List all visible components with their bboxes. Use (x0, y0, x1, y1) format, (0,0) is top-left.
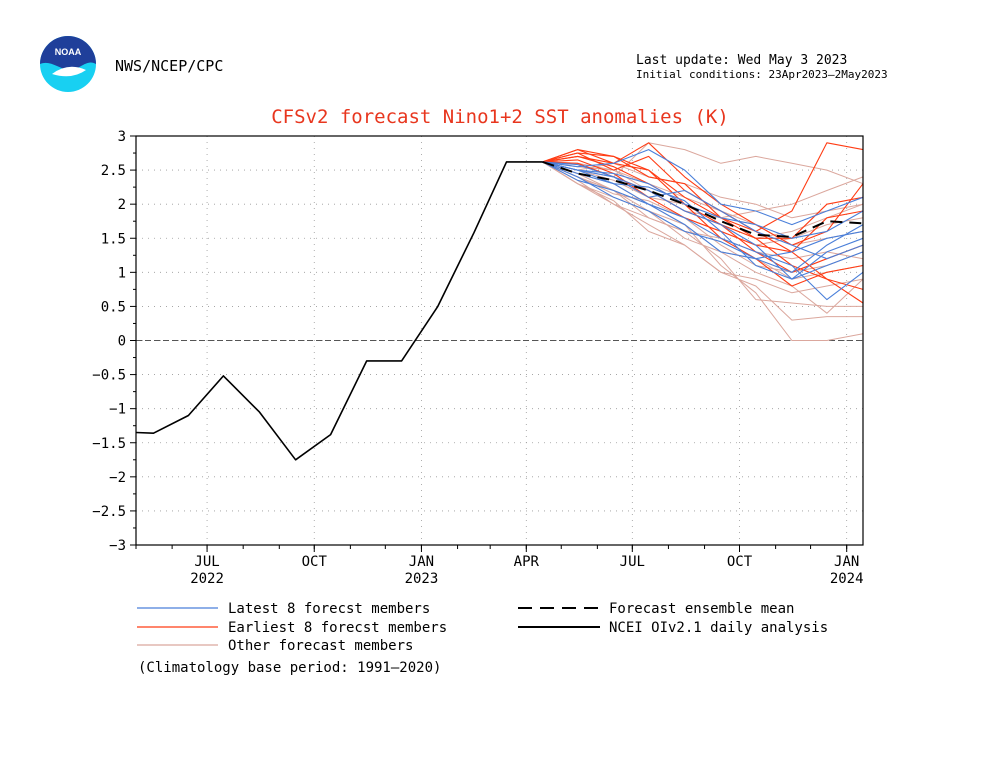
x-tick-label: OCT (727, 554, 753, 570)
y-tick-label: 2.5 (101, 163, 126, 179)
legend: Latest 8 forecst members Earliest 8 fore… (137, 601, 828, 676)
legend-label-analysis: NCEI OIv2.1 daily analysis (609, 620, 828, 636)
latest-member-line-1 (542, 161, 864, 280)
y-tick-label: 0 (118, 334, 126, 350)
legend-label-earliest: Earliest 8 forecst members (228, 620, 447, 636)
org-label: NWS/NCEP/CPC (115, 57, 223, 75)
y-tick-label: 2 (118, 197, 126, 213)
other-member-line-11 (542, 161, 864, 246)
y-tick-label: −2 (109, 470, 126, 486)
ensemble-mean-line (542, 160, 864, 238)
x-year-label: 2023 (405, 571, 439, 587)
legend-label-latest: Latest 8 forecst members (228, 601, 430, 617)
x-year-label: 2022 (190, 571, 224, 587)
y-tick-label: −3 (109, 538, 126, 554)
latest-member-line-6 (542, 161, 864, 260)
last-update-label: Last update: Wed May 3 2023 (636, 53, 847, 68)
other-member-line-8 (542, 161, 864, 341)
y-tick-label: −1 (109, 402, 126, 418)
analysis-line (135, 161, 543, 461)
x-tick-label: JAN (834, 554, 859, 570)
y-tick-label: 1.5 (101, 231, 126, 247)
climatology-note: (Climatology base period: 1991–2020) (138, 660, 441, 676)
other-member-line-10 (542, 161, 864, 260)
latest-member-line-2 (542, 149, 864, 226)
latest-members-group (542, 149, 864, 301)
x-tick-label: JAN (409, 554, 434, 570)
analysis-group (135, 161, 543, 461)
y-tick-label: −1.5 (92, 436, 126, 452)
earliest-member-line-3 (542, 142, 864, 246)
latest-member-line-3 (542, 161, 864, 301)
latest-member-line-5 (542, 161, 864, 239)
y-tick-label: 1 (118, 265, 126, 281)
other-member-line-12 (542, 161, 864, 273)
ensemble-mean-group (542, 160, 864, 238)
x-year-label: 2024 (830, 571, 864, 587)
legend-label-mean: Forecast ensemble mean (609, 601, 794, 617)
y-tick-label: 0.5 (101, 299, 126, 315)
chart-title: CFSv2 forecast Nino1+2 SST anomalies (K) (271, 106, 729, 128)
x-tick-label: APR (514, 554, 540, 570)
initial-conditions-label: Initial conditions: 23Apr2023–2May2023 (636, 68, 888, 81)
latest-member-line-8 (542, 161, 864, 280)
y-axis: 3 2.5 2 1.5 1 0.5 0 −0.5 −1 −1.5 −2 −2.5 −3 (92, 129, 136, 554)
y-tick-label: −2.5 (92, 504, 126, 520)
other-member-line-14 (542, 161, 864, 294)
earliest-member-line-2 (542, 155, 864, 287)
legend-label-other: Other forecast members (228, 638, 413, 654)
y-tick-label: 3 (118, 129, 126, 145)
y-tick-label: −0.5 (92, 368, 126, 384)
latest-member-line-4 (542, 161, 864, 273)
earliest-member-line-1 (542, 142, 864, 232)
x-tick-label: JUL (194, 554, 219, 570)
x-tick-label: OCT (302, 554, 328, 570)
noaa-logo-icon: NOAA (40, 36, 96, 92)
other-member-line-7 (542, 161, 864, 246)
latest-member-line-7 (542, 161, 864, 260)
noaa-logo-text: NOAA (55, 47, 82, 57)
x-tick-label: JUL (620, 554, 645, 570)
